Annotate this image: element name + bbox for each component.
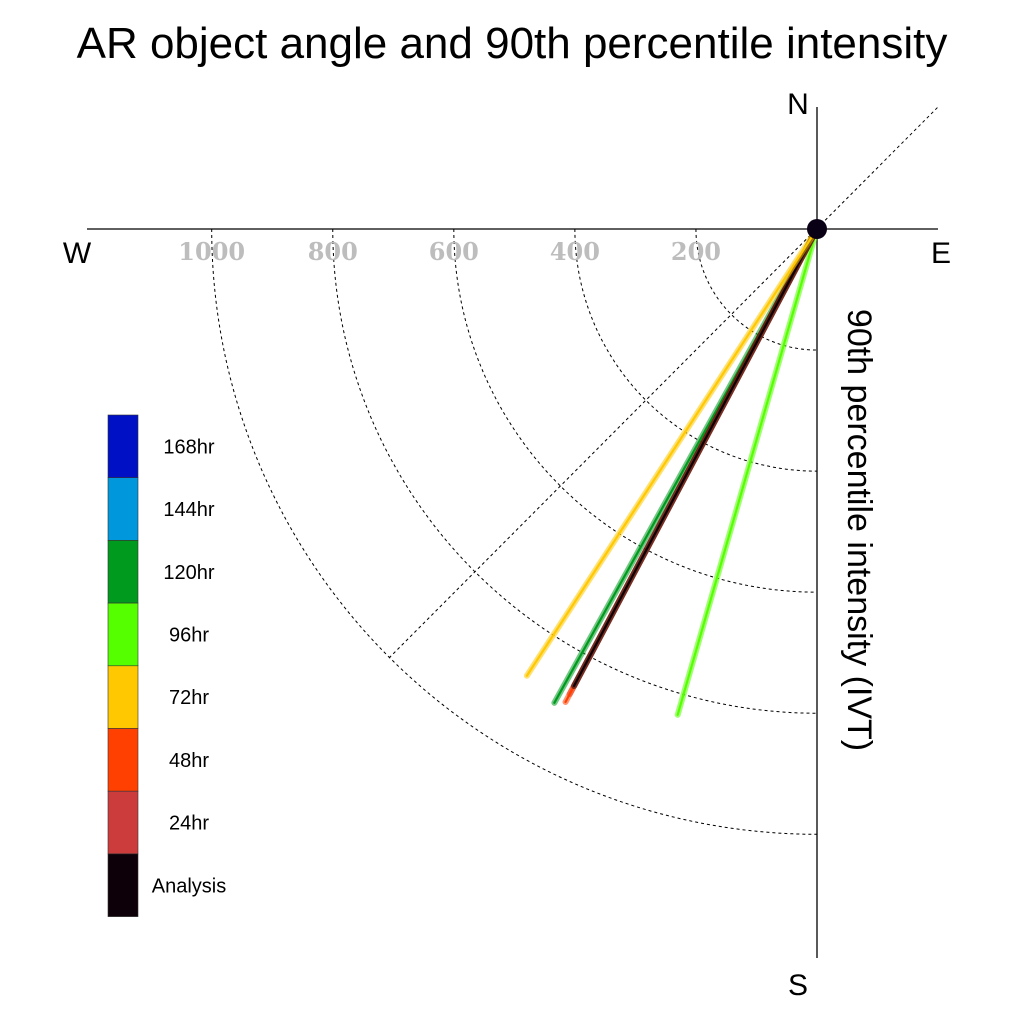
polar-grid (211, 228, 818, 835)
vector-72hr (523, 226, 820, 679)
legend-swatch (107, 665, 139, 729)
grid-arc (211, 228, 818, 835)
legend-swatch (107, 477, 139, 541)
vector-line (525, 227, 819, 677)
radial-tick-label: 600 (429, 237, 479, 266)
vector-line (572, 227, 819, 688)
legend-label: 24hr (169, 813, 209, 835)
legend-swatch (107, 540, 139, 604)
legend-label: 144hr (163, 499, 214, 521)
radial-tick-label: 400 (550, 237, 600, 266)
legend-label: 120hr (163, 562, 214, 584)
vector-analysis (571, 226, 820, 689)
radial-tick-label: 800 (308, 237, 358, 266)
south-label: S (788, 969, 808, 1002)
legend-swatch (107, 414, 139, 479)
legend-label: 168hr (163, 436, 214, 458)
grid-arc (332, 228, 818, 714)
grid-arc (574, 228, 818, 472)
north-label: N (787, 88, 809, 121)
legend-label: 48hr (169, 750, 209, 772)
diagonal-guide (388, 106, 939, 659)
west-label: W (63, 237, 92, 270)
grid-arc (453, 228, 818, 593)
chart-title: AR object angle and 90th percentile inte… (77, 19, 948, 68)
origin-marker (807, 219, 827, 239)
legend-swatch (107, 790, 139, 855)
vector-line (676, 227, 819, 716)
y-axis-label: 90th percentile intensity (IVT) (840, 309, 878, 751)
legend-swatch (107, 728, 139, 792)
east-label: E (931, 237, 951, 270)
vector-series (523, 226, 820, 718)
grid-arc (695, 228, 818, 351)
radial-tick-label: 200 (671, 237, 721, 266)
legend-label: 72hr (169, 687, 209, 709)
legend-swatch (107, 853, 139, 917)
vector-96hr (674, 226, 820, 718)
radial-tick-label: 1000 (178, 237, 245, 266)
legend: 168hr 144hr 120hr 96hr 72hr 48hr 24hr Analysis (107, 414, 226, 917)
radial-tick-labels: 200 400 600 800 1000 (178, 237, 721, 266)
legend-label: 96hr (169, 624, 209, 646)
legend-label: Analysis (152, 875, 226, 897)
legend-swatch (107, 602, 139, 667)
